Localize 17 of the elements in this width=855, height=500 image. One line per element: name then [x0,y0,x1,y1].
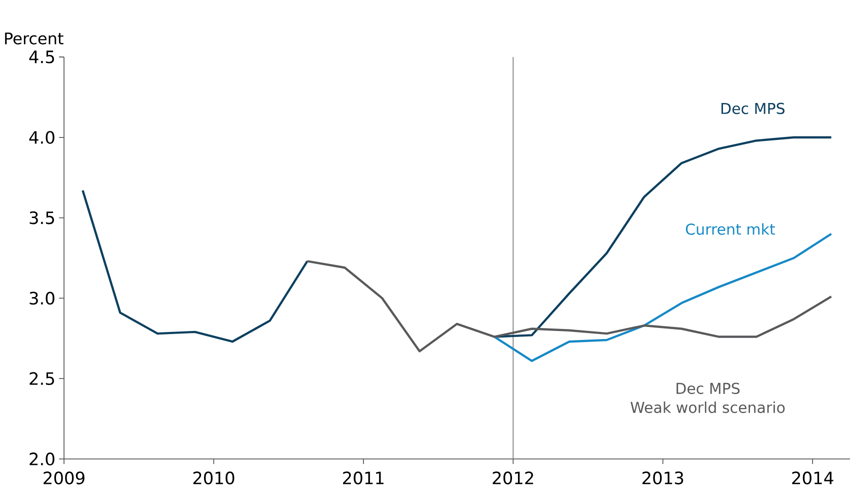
series-label: Current mkt [686,223,775,235]
y-tick-label: 2.0 [30,452,54,466]
y-tick-label: 3.5 [30,211,54,224]
series-label: Dec MPS [722,102,784,114]
y-tick-label: 2.5 [30,372,54,386]
x-tick-label: 2009 [44,472,84,484]
x-tick-label: 2013 [642,472,684,484]
text: Dec MPS Weak world scenario [630,382,785,414]
x-tick-label: 2014 [792,472,834,484]
y-tick-label: 4.5 [29,50,54,64]
line-series [306,260,832,352]
x-tick-label: 2010 [193,472,234,484]
x-tick-label: 2012 [492,472,534,484]
y-axis-title: Percent [5,32,64,44]
y-tick-label: 4.0 [29,130,54,144]
y-tick-label: 3.0 [30,292,54,305]
x-tick-label: 2011 [343,472,384,484]
